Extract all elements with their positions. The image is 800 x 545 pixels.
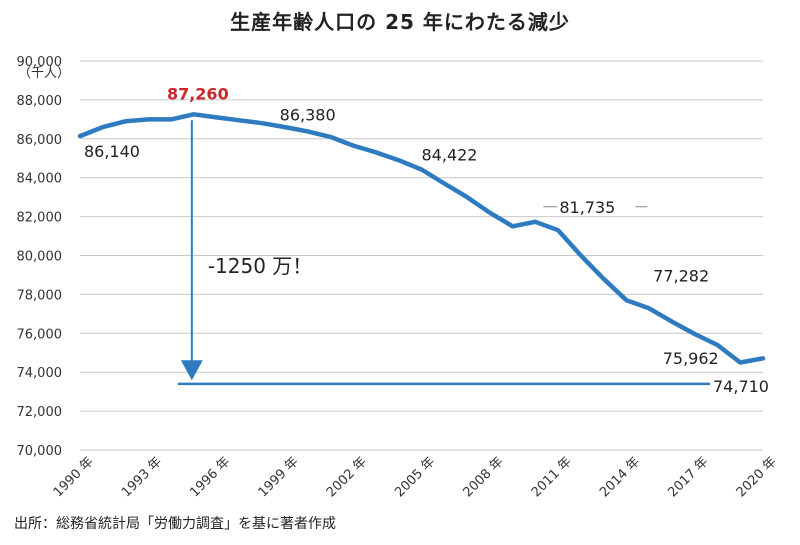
x-tick-label: 2020 年 (734, 454, 780, 500)
x-axis-ticks: 1990 年 1993 年 1996 年 1999 年 2002 年 2005 年 2008… (51, 454, 780, 500)
data-label: 87,260 (167, 84, 229, 103)
data-label: 86,140 (84, 142, 140, 161)
x-tick-label: 2008 年 (461, 454, 507, 500)
series-line-path (77, 112, 766, 365)
x-tick-label: 2014 年 (597, 454, 643, 500)
data-label: 86,380 (280, 105, 336, 124)
y-axis-ticks: 90,000 88,000 86,000 84,000 82,000 80,000 78,0… (17, 55, 63, 459)
x-tick-label: 1990 年 (51, 454, 97, 500)
chart-title: 生産年齢人口の 25 年にわたる減少 (230, 10, 570, 34)
x-tick-label: 1999 年 (256, 454, 302, 500)
y-tick-label: 86,000 (17, 133, 63, 148)
x-tick-label: 1996 年 (187, 454, 233, 500)
y-axis-unit-label: （千人） (18, 66, 70, 81)
data-labels: 86,140 87,260 86,380 84,422 81,735 77,282 75,9… (84, 84, 769, 396)
y-tick-label: 72,000 (17, 405, 63, 420)
data-label: 77,282 (653, 266, 709, 285)
y-tick-label: 88,000 (17, 94, 63, 109)
annotation-arrow-head (180, 360, 203, 381)
y-tick-label: 82,000 (17, 211, 63, 226)
source-note: 出所：総務省統計局「労働力調査」を基に著者作成 (14, 516, 336, 532)
y-tick-label: 84,000 (17, 172, 63, 187)
annotation-label: -1250 万！ (208, 254, 312, 278)
data-label: 74,710 (713, 377, 769, 396)
series-line (77, 112, 766, 365)
x-tick-label: 2017 年 (665, 454, 711, 500)
annotation: -1250 万！ (177, 120, 710, 386)
data-label: 81,735 (559, 198, 615, 217)
grid-lines (80, 60, 763, 451)
data-label: 84,422 (422, 145, 478, 164)
y-tick-label: 74,000 (17, 366, 63, 381)
x-tick-label: 2005 年 (392, 454, 438, 500)
y-tick-label: 90,000 (17, 55, 63, 70)
y-tick-label: 70,000 (17, 444, 63, 459)
x-tick-label: 2002 年 (324, 454, 370, 500)
y-tick-label: 80,000 (17, 250, 63, 265)
x-tick-label: 2011 年 (529, 454, 575, 500)
y-tick-label: 76,000 (17, 327, 63, 342)
x-tick-label: 1993 年 (119, 454, 165, 500)
data-label: 75,962 (663, 349, 719, 368)
y-tick-label: 78,000 (17, 288, 63, 303)
